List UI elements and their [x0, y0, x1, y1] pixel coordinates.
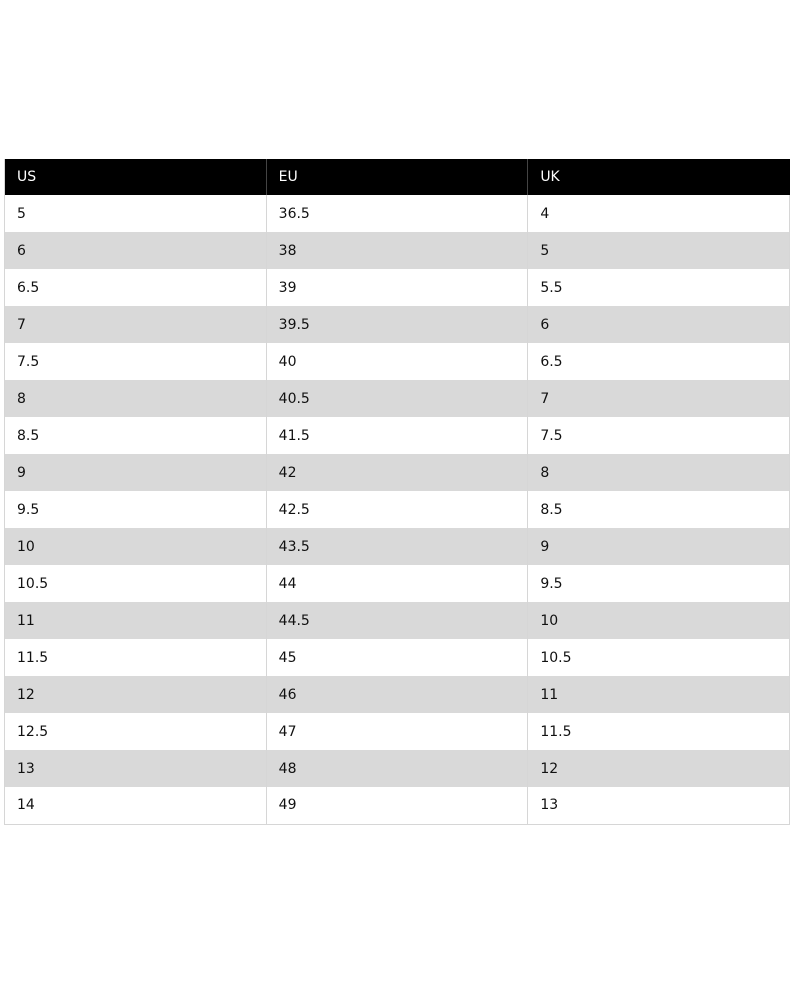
table-cell: 48 — [265, 750, 528, 787]
table-cell: 46 — [265, 676, 528, 713]
table-row: 9.5 42.5 8.5 — [4, 491, 790, 528]
table-cell: 39 — [265, 269, 528, 306]
table-cell: 13 — [527, 787, 790, 825]
table-row: 10 43.5 9 — [4, 528, 790, 565]
table-cell: 5 — [527, 232, 790, 269]
table-cell: 43.5 — [265, 528, 528, 565]
table-cell: 42.5 — [265, 491, 528, 528]
table-row: 7.5 40 6.5 — [4, 343, 790, 380]
table-cell: 13 — [4, 750, 267, 787]
table-row: 11.5 45 10.5 — [4, 639, 790, 676]
table-cell: 6.5 — [527, 343, 790, 380]
table-cell: 10 — [527, 602, 790, 639]
table-cell: 12.5 — [4, 713, 267, 750]
table-cell: 45 — [265, 639, 528, 676]
table-cell: 44 — [265, 565, 528, 602]
table-cell: 10.5 — [4, 565, 267, 602]
table-row: 6 38 5 — [4, 232, 790, 269]
table-cell: 6 — [4, 232, 267, 269]
table-cell: 9.5 — [4, 491, 267, 528]
table-cell: 9.5 — [527, 565, 790, 602]
table-cell: 10.5 — [527, 639, 790, 676]
table-cell: 8 — [4, 380, 267, 417]
table-cell: 7 — [527, 380, 790, 417]
table-cell: 8.5 — [4, 417, 267, 454]
table-row: 12.5 47 11.5 — [4, 713, 790, 750]
table-cell: 11 — [4, 602, 267, 639]
table-cell: 44.5 — [265, 602, 528, 639]
table-cell: 12 — [527, 750, 790, 787]
table-cell: 11 — [527, 676, 790, 713]
size-table: US EU UK 5 36.5 4 6 38 5 6.5 39 5.5 7 39.5 6 7.5 40 6.5 8… — [4, 159, 790, 825]
table-cell: 42 — [265, 454, 528, 491]
table-cell: 5 — [4, 195, 267, 232]
table-row: 5 36.5 4 — [4, 195, 790, 232]
table-cell: 11.5 — [4, 639, 267, 676]
header-row: US EU UK — [4, 159, 790, 195]
table-cell: 40 — [265, 343, 528, 380]
table-cell: 47 — [265, 713, 528, 750]
table-row: 14 49 13 — [4, 787, 790, 825]
table-cell: 6.5 — [4, 269, 267, 306]
table-cell: 41.5 — [265, 417, 528, 454]
table-row: 10.5 44 9.5 — [4, 565, 790, 602]
table-cell: 7 — [4, 306, 267, 343]
table-cell: 38 — [265, 232, 528, 269]
table-cell: 40.5 — [265, 380, 528, 417]
header-cell: US — [4, 159, 267, 195]
table-cell: 49 — [265, 787, 528, 825]
header-cell: UK — [527, 159, 790, 195]
table-row: 6.5 39 5.5 — [4, 269, 790, 306]
table-body: 5 36.5 4 6 38 5 6.5 39 5.5 7 39.5 6 7.5 40 6.5 8 40.5 7 8.… — [4, 195, 790, 825]
table-row: 7 39.5 6 — [4, 306, 790, 343]
table-cell: 14 — [4, 787, 267, 825]
table-row: 11 44.5 10 — [4, 602, 790, 639]
table-cell: 36.5 — [265, 195, 528, 232]
table-row: 9 42 8 — [4, 454, 790, 491]
table-cell: 39.5 — [265, 306, 528, 343]
table-cell: 4 — [527, 195, 790, 232]
table-row: 12 46 11 — [4, 676, 790, 713]
table-cell: 9 — [527, 528, 790, 565]
table-cell: 8 — [527, 454, 790, 491]
table-cell: 12 — [4, 676, 267, 713]
table-row: 13 48 12 — [4, 750, 790, 787]
table-cell: 8.5 — [527, 491, 790, 528]
table-cell: 6 — [527, 306, 790, 343]
table-cell: 7.5 — [527, 417, 790, 454]
table-row: 8.5 41.5 7.5 — [4, 417, 790, 454]
header-cell: EU — [265, 159, 528, 195]
table-cell: 5.5 — [527, 269, 790, 306]
table-cell: 11.5 — [527, 713, 790, 750]
table-cell: 10 — [4, 528, 267, 565]
table-row: 8 40.5 7 — [4, 380, 790, 417]
table-cell: 7.5 — [4, 343, 267, 380]
table-header: US EU UK — [4, 159, 790, 195]
table-cell: 9 — [4, 454, 267, 491]
